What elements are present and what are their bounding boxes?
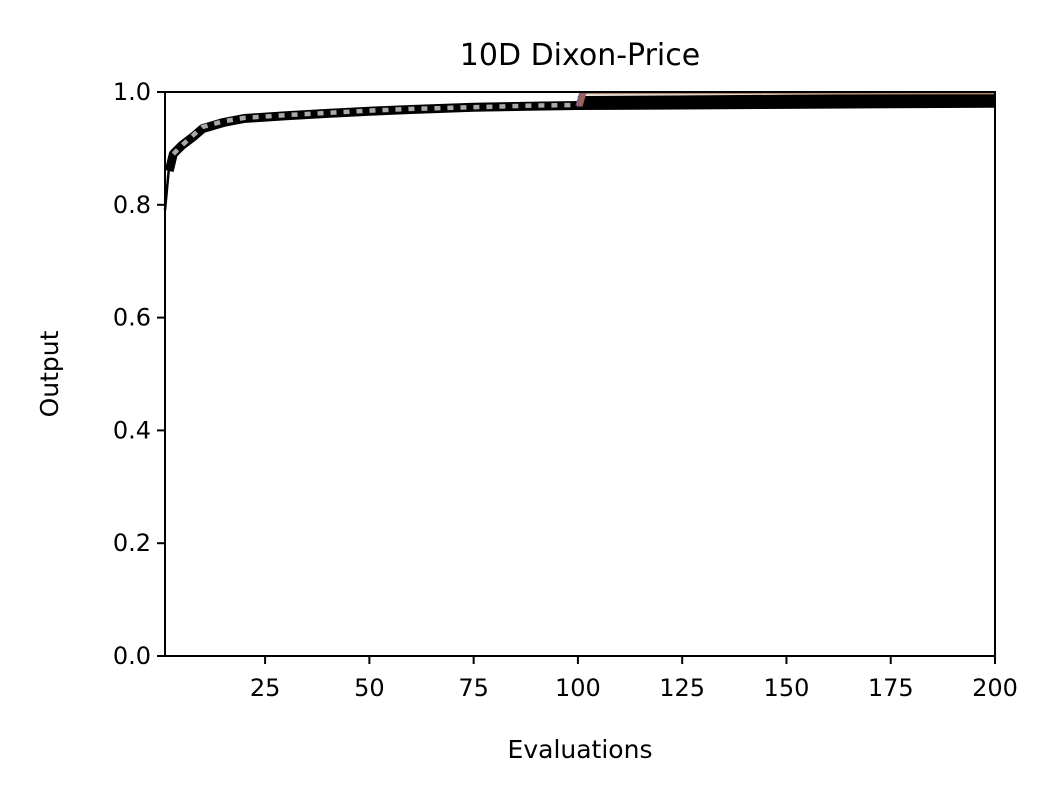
x-tick-label: 200 bbox=[972, 674, 1018, 702]
x-tick-label: 100 bbox=[555, 674, 601, 702]
x-tick-label: 150 bbox=[764, 674, 810, 702]
series-line-4 bbox=[171, 102, 578, 156]
x-axis: 25 50 75 100 125 150 175 200 bbox=[250, 656, 1018, 702]
y-tick-label: 0.2 bbox=[113, 529, 151, 557]
chart-title: 10D Dixon-Price bbox=[460, 38, 700, 73]
y-tick-label: 0.6 bbox=[113, 304, 151, 332]
plot-lines bbox=[163, 91, 996, 211]
plot-frame bbox=[164, 91, 996, 657]
series-line-6 bbox=[577, 91, 587, 107]
y-tick-label: 0.4 bbox=[113, 416, 151, 444]
x-tick-label: 175 bbox=[868, 674, 914, 702]
y-tick-label: 0.0 bbox=[113, 642, 151, 670]
y-tick-label: 1.0 bbox=[113, 78, 151, 106]
y-axis-label: Output bbox=[35, 330, 64, 417]
y-tick-label: 0.8 bbox=[113, 191, 151, 219]
x-tick-label: 75 bbox=[458, 674, 489, 702]
x-tick-label: 125 bbox=[659, 674, 705, 702]
x-tick-label: 25 bbox=[250, 674, 281, 702]
x-tick-label: 50 bbox=[354, 674, 385, 702]
series-line-2 bbox=[577, 93, 996, 105]
y-axis: 0.0 0.2 0.4 0.6 0.8 1.0 bbox=[113, 78, 165, 670]
x-axis-label: Evaluations bbox=[508, 735, 653, 764]
